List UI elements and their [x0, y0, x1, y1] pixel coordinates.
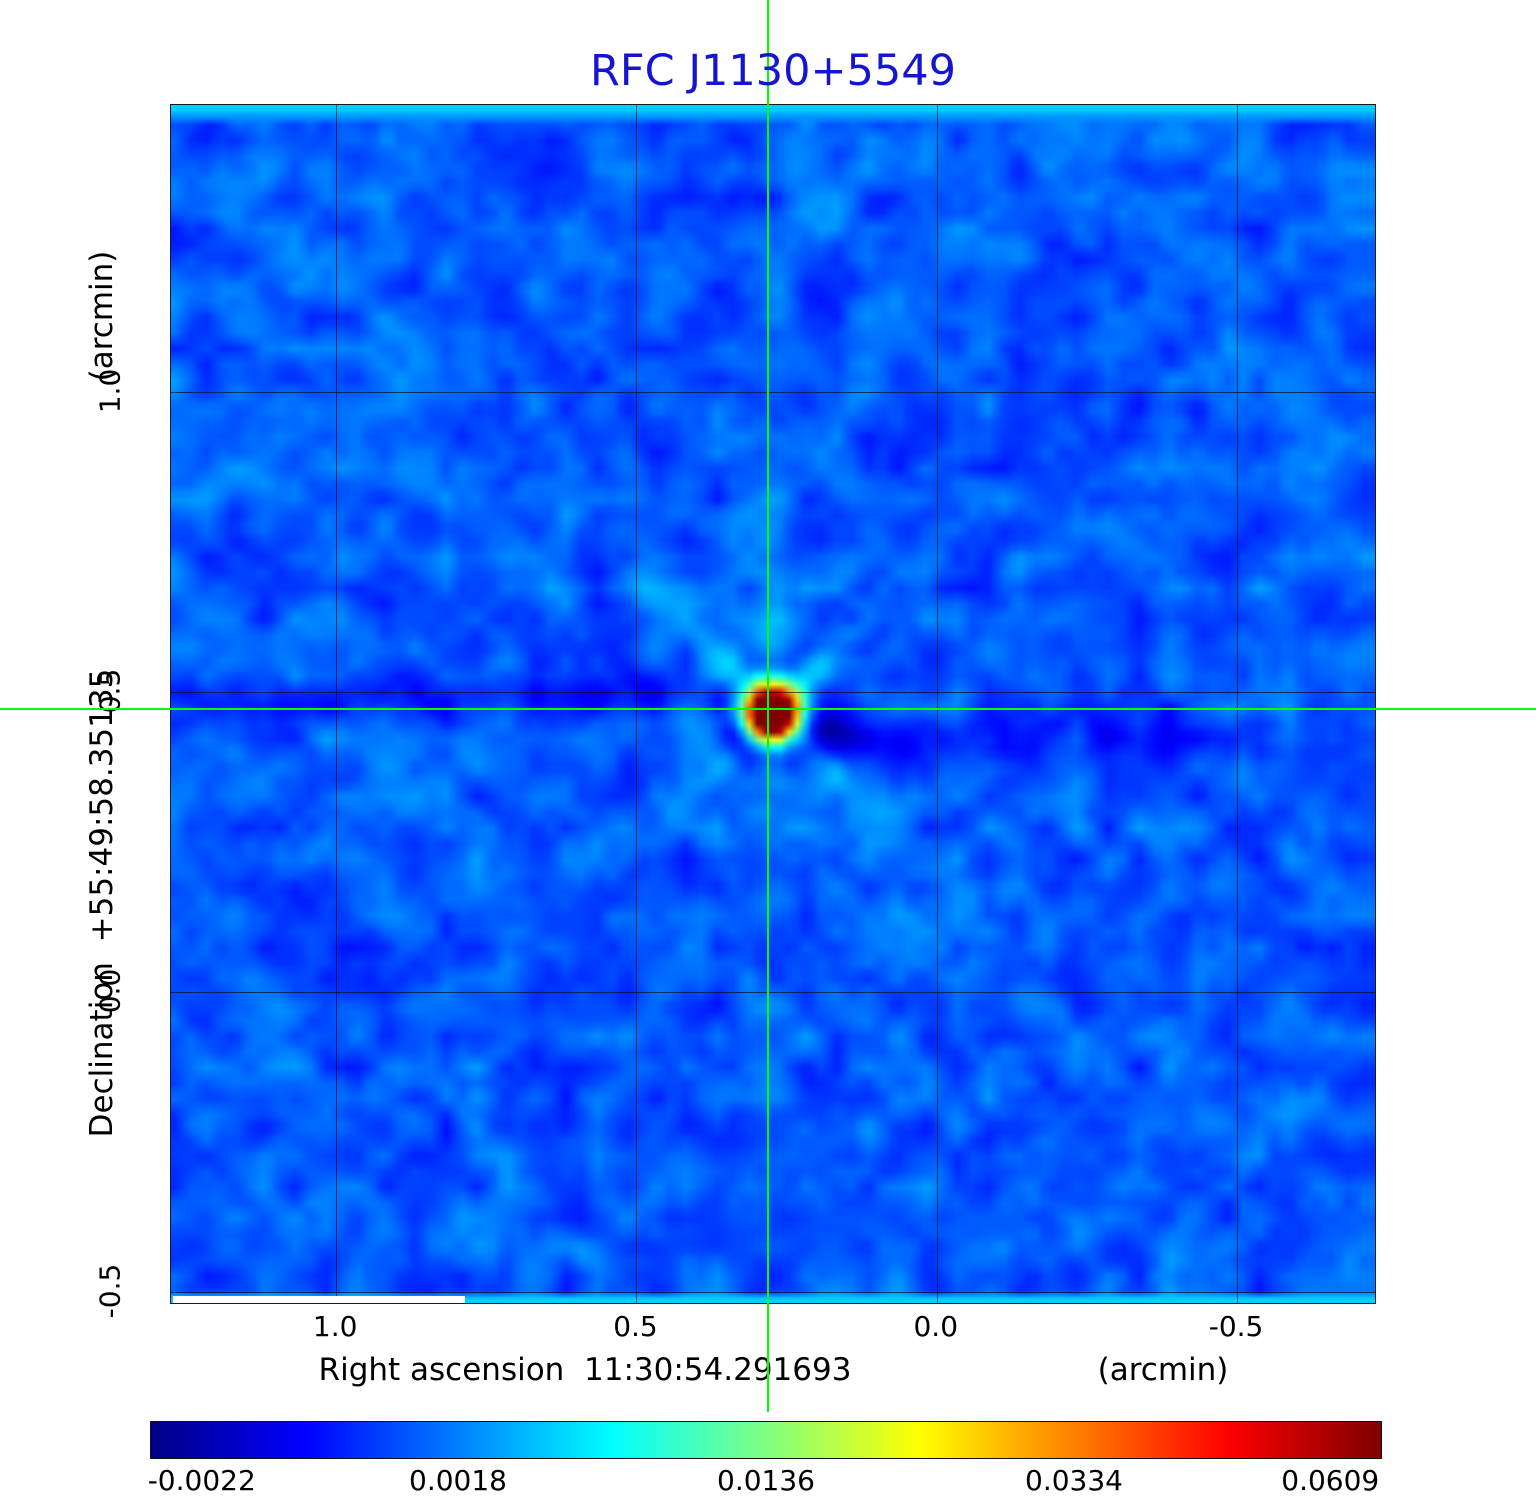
- y-axis-unit-label: (arcmin): [84, 250, 120, 382]
- plot-area: [170, 104, 1376, 1304]
- y-tick-label: 1.0: [93, 368, 127, 414]
- y-axis-label: Declination +55:49:58.35135: [84, 668, 120, 1138]
- x-tick-label: 1.0: [312, 1310, 358, 1343]
- x-axis-unit-label: (arcmin): [1097, 1352, 1229, 1388]
- x-axis-label: Right ascension 11:30:54.291693: [318, 1352, 852, 1388]
- colorbar-gradient: [151, 1422, 1381, 1458]
- grid-line-vertical: [336, 105, 338, 1303]
- y-tick-label: -0.5: [93, 1263, 127, 1319]
- grid-line-horizontal: [171, 1291, 1375, 1293]
- grid-line-vertical: [1237, 105, 1239, 1303]
- colorbar: [150, 1421, 1382, 1459]
- colorbar-tick-label: 0.0136: [717, 1464, 815, 1497]
- colorbar-tick-label: 0.0334: [1025, 1464, 1123, 1497]
- y-tick-label: 0.0: [93, 968, 127, 1014]
- colorbar-tick-label: -0.0022: [147, 1464, 256, 1497]
- crosshair-vertical-line: [767, 0, 770, 1412]
- radio-intensity-image: [171, 105, 1375, 1303]
- colorbar-tick-label: 0.0018: [409, 1464, 507, 1497]
- figure-title: RFC J1130+5549: [590, 46, 956, 96]
- grid-line-horizontal: [171, 691, 1375, 693]
- crosshair-horizontal-line: [0, 707, 1536, 710]
- colorbar-tick-label: 0.0609: [1281, 1464, 1380, 1497]
- x-tick-label: -0.5: [1208, 1310, 1264, 1343]
- grid-line-horizontal: [171, 991, 1375, 993]
- grid-line-vertical: [936, 105, 938, 1303]
- x-tick-label: 0.5: [613, 1310, 658, 1343]
- y-tick-label: 0.5: [93, 668, 127, 714]
- x-tick-label: 0.0: [913, 1310, 959, 1343]
- grid-line-horizontal: [171, 391, 1375, 393]
- grid-line-vertical: [636, 105, 638, 1303]
- render-artifact-strip: [173, 1296, 465, 1303]
